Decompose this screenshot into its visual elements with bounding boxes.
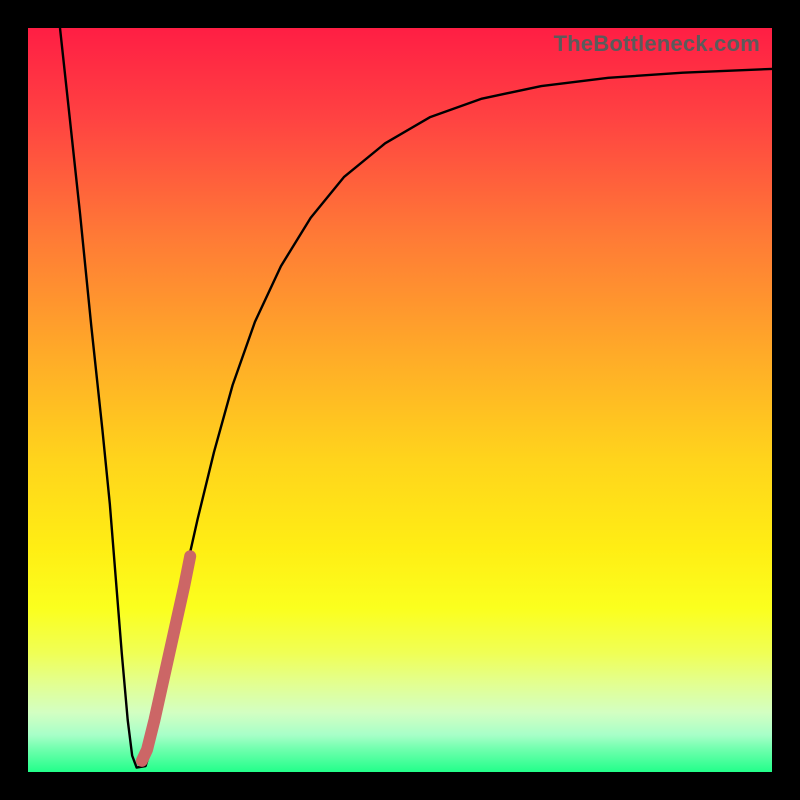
series-highlight-segment xyxy=(142,556,190,761)
plot-area xyxy=(28,28,772,772)
chart-svg xyxy=(28,28,772,772)
watermark-text: TheBottleneck.com xyxy=(554,31,760,57)
chart-container: TheBottleneck.com xyxy=(0,0,800,800)
